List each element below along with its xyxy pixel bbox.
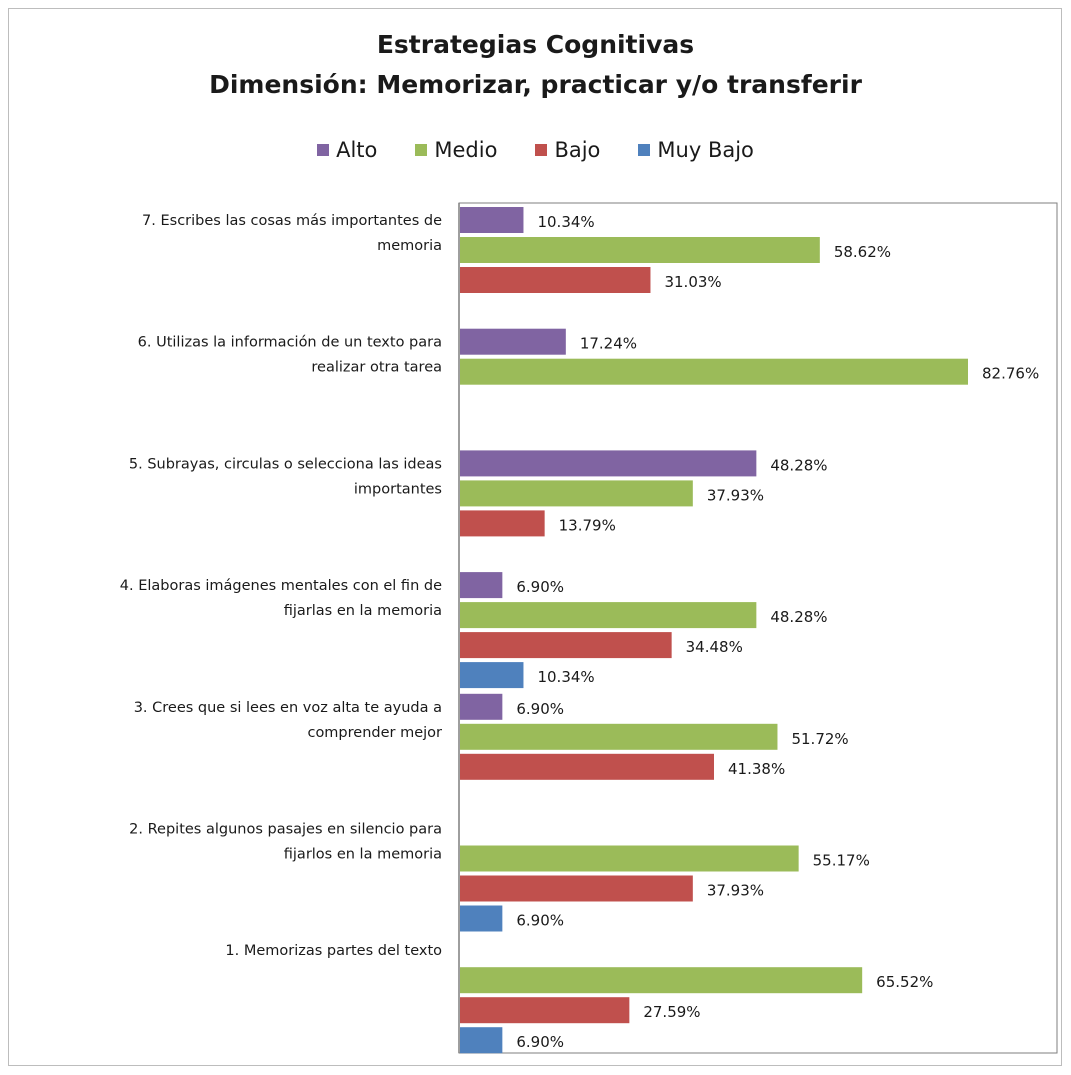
bar-medio-item-7 <box>460 237 820 263</box>
data-label-bajo-item-7: 31.03% <box>664 273 721 291</box>
legend-item-alto: Alto <box>317 138 377 162</box>
data-label-medio-item-4: 48.28% <box>770 608 827 626</box>
bar-bajo-item-2 <box>460 875 693 902</box>
data-label-bajo-item-1: 27.59% <box>643 1003 700 1021</box>
data-label-medio-item-1: 65.52% <box>876 973 933 991</box>
legend-swatch-muy-bajo <box>638 144 651 156</box>
data-label-medio-item-5: 37.93% <box>707 486 764 504</box>
category-label-4-line-1: 4. Elaboras imágenes mentales con el fin… <box>120 578 442 594</box>
bar-medio-item-4 <box>460 602 757 629</box>
data-label-bajo-item-3: 41.38% <box>728 760 785 778</box>
bar-medio-item-3 <box>460 723 778 750</box>
legend-label-medio: Medio <box>434 138 498 162</box>
data-label-muy-bajo-item-4: 10.34% <box>537 668 594 686</box>
bar-bajo-item-3 <box>460 753 714 780</box>
category-label-6-line-2: realizar otra tarea <box>311 360 442 376</box>
bar-alto-item-6 <box>460 328 566 355</box>
data-label-alto-item-4: 6.90% <box>516 578 564 596</box>
category-label-3-line-1: 3. Crees que si lees en voz alta te ayud… <box>134 700 442 716</box>
bar-muy-bajo-item-2 <box>460 905 503 932</box>
legend-item-muy-bajo: Muy Bajo <box>638 138 754 162</box>
legend-label-muy-bajo: Muy Bajo <box>657 138 754 162</box>
data-label-medio-item-2: 55.17% <box>813 852 870 870</box>
bar-medio-item-5 <box>460 480 693 507</box>
bar-bajo-item-1 <box>460 997 630 1024</box>
bar-muy-bajo-item-4 <box>460 662 524 689</box>
data-label-muy-bajo-item-1: 6.90% <box>516 1033 564 1051</box>
category-label-7-line-2: memoria <box>377 238 442 254</box>
legend-swatch-bajo <box>535 144 548 156</box>
chart-title: Estrategias Cognitivas <box>376 30 695 59</box>
legend-swatch-alto <box>317 144 330 156</box>
data-label-medio-item-7: 58.62% <box>834 243 891 261</box>
legend-swatch-medio <box>415 144 428 156</box>
bar-bajo-item-4 <box>460 632 672 659</box>
category-label-2-line-1: 2. Repites algunos pasajes en silencio p… <box>129 822 442 838</box>
category-label-1-line-1: 1. Memorizas partes del texto <box>225 943 442 959</box>
bar-alto-item-7 <box>460 207 524 233</box>
data-label-alto-item-6: 17.24% <box>580 335 637 353</box>
data-label-medio-item-3: 51.72% <box>791 730 848 748</box>
bar-alto-item-4 <box>460 572 503 599</box>
bar-bajo-item-7 <box>460 267 651 293</box>
bar-medio-item-1 <box>460 967 863 994</box>
data-label-muy-bajo-item-2: 6.90% <box>516 912 564 930</box>
data-label-alto-item-5: 48.28% <box>770 456 827 474</box>
legend-label-bajo: Bajo <box>554 138 601 162</box>
data-label-alto-item-3: 6.90% <box>516 700 564 718</box>
bar-muy-bajo-item-1 <box>460 1027 503 1054</box>
data-label-medio-item-6: 82.76% <box>982 365 1039 383</box>
chart-subtitle: Dimensión: Memorizar, practicar y/o tran… <box>209 70 862 99</box>
chart-legend: Alto Medio Bajo Muy Bajo <box>0 138 1071 162</box>
category-label-5-line-1: 5. Subrayas, circulas o selecciona las i… <box>129 456 442 472</box>
category-label-6-line-1: 6. Utilizas la información de un texto p… <box>138 335 442 351</box>
data-label-bajo-item-2: 37.93% <box>707 882 764 900</box>
bar-alto-item-5 <box>460 450 757 477</box>
category-label-4-line-2: fijarlas en la memoria <box>284 603 442 619</box>
category-label-3-line-2: comprender mejor <box>307 725 442 741</box>
bar-medio-item-2 <box>460 845 799 872</box>
category-label-2-line-2: fijarlos en la memoria <box>284 847 442 863</box>
legend-label-alto: Alto <box>336 138 378 162</box>
legend-item-medio: Medio <box>415 138 497 162</box>
category-label-5-line-2: importantes <box>354 481 442 497</box>
bar-alto-item-3 <box>460 693 503 720</box>
category-label-7-line-1: 7. Escribes las cosas más importantes de <box>142 213 442 229</box>
data-label-alto-item-7: 10.34% <box>537 213 594 231</box>
bar-medio-item-6 <box>460 358 968 385</box>
data-label-bajo-item-4: 34.48% <box>686 638 743 656</box>
data-label-bajo-item-5: 13.79% <box>559 516 616 534</box>
bar-bajo-item-5 <box>460 510 545 537</box>
legend-item-bajo: Bajo <box>535 138 600 162</box>
